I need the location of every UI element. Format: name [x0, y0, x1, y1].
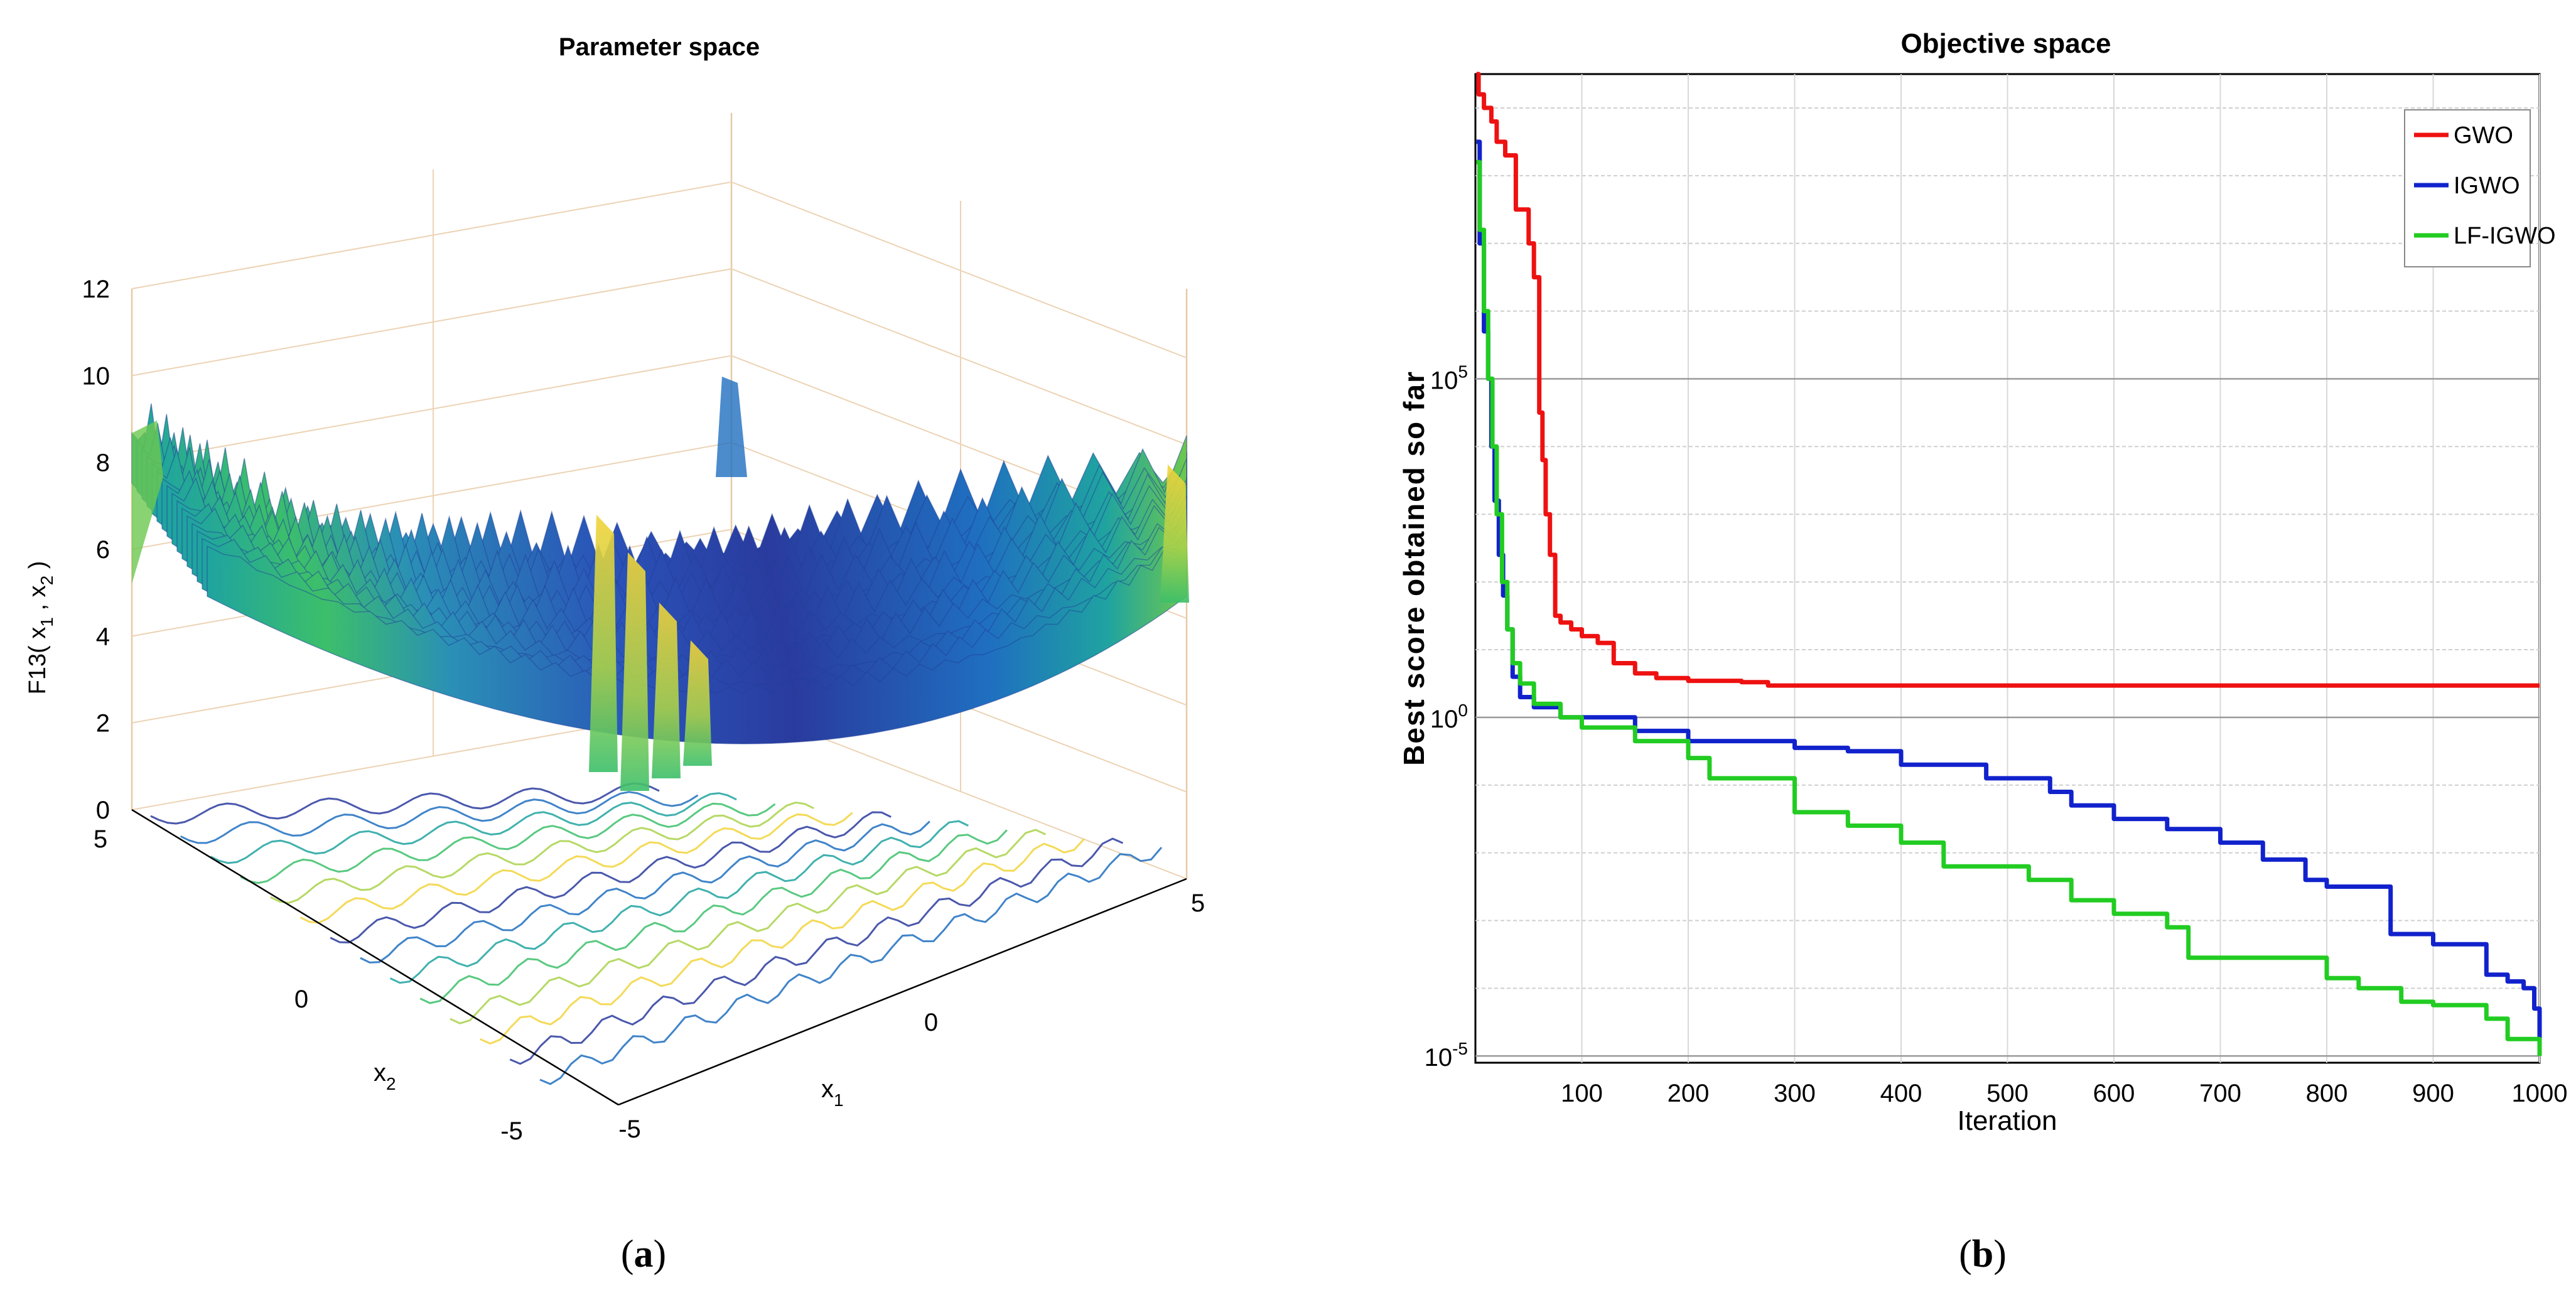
panel-b-x-axis-label: Iteration [1958, 1105, 2057, 1136]
contour-line-1 [180, 791, 699, 844]
y-tick-label--5: 10-5 [1425, 1039, 1468, 1072]
x-tick-label-600: 600 [2093, 1080, 2135, 1107]
x-tick-label-100: 100 [1561, 1080, 1603, 1107]
contour-line-8 [389, 820, 969, 984]
z-gridline-10 [131, 268, 1187, 446]
z-tick-label-0: 0 [96, 797, 110, 824]
surface-peak-0 [589, 515, 618, 772]
panel-a-contour-floor [150, 782, 1163, 1085]
z-tick-label-6: 6 [96, 536, 110, 564]
x-tick-label-500: 500 [1986, 1080, 2029, 1107]
surface-left-edge [132, 421, 163, 584]
panel-a-floor-axes [131, 808, 1187, 1106]
z-gridline-8 [131, 355, 1187, 532]
x-tick-label-200: 200 [1668, 1080, 1710, 1107]
x1-axis-line [618, 878, 1187, 1106]
contour-line-11 [480, 838, 1086, 1045]
series-line-gwo [1476, 72, 2540, 688]
x-tick-label-700: 700 [2199, 1080, 2241, 1107]
panel-b-series [1476, 72, 2542, 1056]
x-tick-label-900: 900 [2412, 1080, 2454, 1107]
panel-a-surface [131, 377, 1189, 791]
contour-line-6 [330, 811, 892, 943]
contour-line-10 [450, 829, 1047, 1024]
z-tick-label-8: 8 [96, 449, 110, 477]
x-tick-label-300: 300 [1774, 1080, 1816, 1107]
surface-peak-1 [620, 552, 649, 791]
contour-line-2 [210, 792, 737, 864]
contour-line-3 [240, 802, 776, 884]
surface-peak-3 [683, 640, 712, 766]
x2-tick-label--5: -5 [500, 1117, 523, 1145]
contour-line-9 [419, 829, 1008, 1004]
x1-tick-label--5: -5 [618, 1115, 641, 1143]
x-tick-label-1000: 1000 [2512, 1080, 2568, 1107]
x-tick-label-800: 800 [2306, 1080, 2348, 1107]
legend-label-lf-igwo: LF-IGWO [2454, 223, 2556, 249]
panel-a-title: Parameter space [559, 33, 760, 61]
legend-label-gwo: GWO [2454, 122, 2513, 149]
x2-tick-label-0: 0 [294, 986, 308, 1013]
z-tick-label-2: 2 [96, 710, 110, 738]
panel-b-x-ticks: 100 200 300 400 500 600 700 800 900 1000 [1561, 1080, 2567, 1107]
contour-line-5 [299, 812, 853, 924]
x1-tick-label-5: 5 [1191, 889, 1205, 917]
x2-axis-line [131, 808, 619, 1106]
panel-b-y-ticks: 105 100 10-5 [1425, 362, 1468, 1072]
y-tick-label-0: 100 [1430, 701, 1468, 733]
surface-peak-4 [1160, 465, 1189, 603]
panel-b: Objective space 100 200 300 400 500 600 700 800… [1398, 28, 2567, 1276]
panel-a-z-axis-label: F13( x1 , x2 ) [24, 561, 57, 695]
x-tick-label-400: 400 [1880, 1080, 1922, 1107]
z-tick-label-4: 4 [96, 623, 110, 650]
legend-label-igwo: IGWO [2454, 173, 2520, 199]
z-gridline-12 [131, 181, 1187, 358]
surface-peak-2 [652, 603, 681, 778]
panel-b-y-axis-label: Best score obtained so far [1398, 370, 1430, 766]
panel-a-floor-ticks: 5 0 -5 -5 0 5 [94, 825, 1205, 1145]
x1-tick-label-0: 0 [924, 1009, 938, 1036]
z-tick-label-10: 10 [82, 362, 110, 390]
contour-line-0 [150, 782, 660, 825]
surface-back-peak [716, 377, 747, 477]
panel-a-x1-axis-label: x1 [821, 1075, 844, 1110]
panel-b-legend: GWO IGWO LF-IGWO [2404, 109, 2556, 267]
z-tick-label-12: 12 [82, 276, 110, 303]
panel-a-caption: (a) [621, 1233, 666, 1276]
contour-line-12 [509, 837, 1124, 1065]
x2-tick-label-5: 5 [94, 825, 107, 853]
y-tick-label-5: 105 [1430, 362, 1468, 394]
contour-line-7 [360, 820, 930, 964]
series-line-lf-igwo [1476, 159, 2542, 1056]
contour-line-13 [539, 847, 1163, 1085]
panel-a-z-ticks: 0 2 4 6 8 10 12 [82, 276, 110, 824]
panel-b-title: Objective space [1900, 28, 2111, 59]
panel-a-x2-axis-label: x2 [374, 1059, 396, 1093]
contour-line-4 [270, 801, 814, 904]
panel-a: Parameter space 0 2 4 6 8 10 12 F13( x1 , x2 )… [24, 33, 1205, 1276]
panel-b-caption: (b) [1959, 1233, 2007, 1276]
